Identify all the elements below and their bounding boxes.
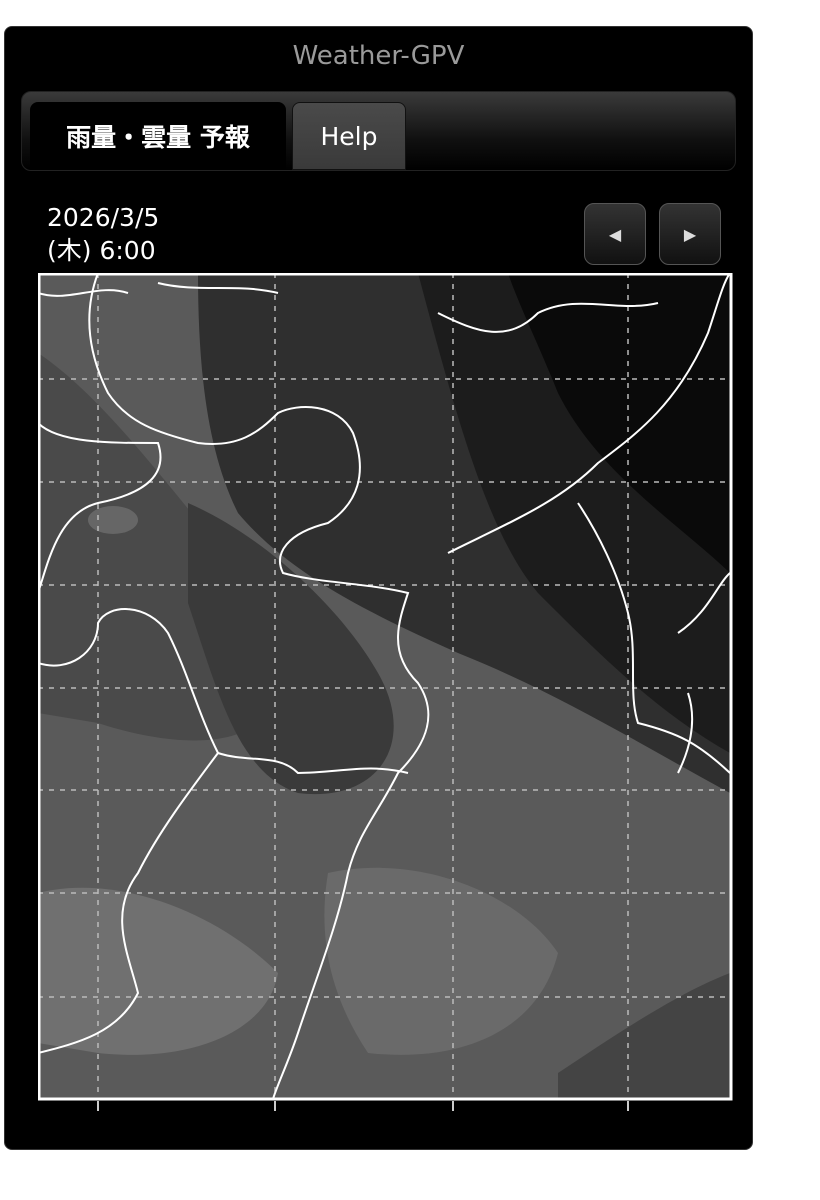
axis-ticks	[97, 1101, 629, 1111]
prev-time-button[interactable]: ◀	[584, 203, 646, 265]
weather-gpv-panel: Weather-GPV 雨量・雲量 予報 Help 2026/3/5 (木) 6…	[4, 26, 753, 1150]
cloud-shade	[508, 273, 730, 573]
cloud-shade	[558, 973, 730, 1099]
coastline	[677, 572, 731, 774]
cloud-shade	[88, 506, 138, 534]
tab-rain-cloud-forecast[interactable]: 雨量・雲量 予報	[30, 102, 286, 170]
triangle-left-icon: ◀	[608, 224, 622, 244]
app-title: Weather-GPV	[292, 41, 465, 71]
coastline	[38, 608, 220, 1054]
lat-lon-grid	[38, 273, 730, 1099]
triangle-right-icon: ▶	[683, 224, 697, 244]
cloud-map[interactable]	[38, 273, 738, 1123]
coastline	[38, 422, 162, 594]
map-frame	[38, 273, 733, 1101]
coastline	[88, 273, 430, 1100]
coastline	[217, 752, 409, 775]
tab-help[interactable]: Help	[292, 102, 406, 170]
coastline	[577, 502, 731, 774]
forecast-datetime: 2026/3/5 (木) 6:00	[47, 201, 159, 267]
cloud-shade	[188, 503, 394, 795]
cloud-shade	[324, 867, 558, 1055]
next-time-button[interactable]: ▶	[659, 203, 721, 265]
coastlines	[38, 273, 731, 1100]
forecast-time: (木) 6:00	[47, 236, 156, 265]
coastline	[38, 282, 659, 333]
coastline	[447, 273, 731, 554]
tab-bar: 雨量・雲量 予報 Help	[21, 91, 736, 171]
forecast-date: 2026/3/5	[47, 203, 160, 232]
